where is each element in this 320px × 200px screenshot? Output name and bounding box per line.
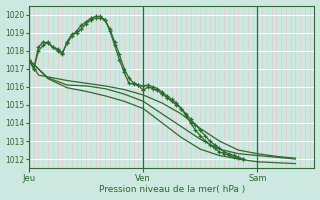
X-axis label: Pression niveau de la mer( hPa ): Pression niveau de la mer( hPa ) [99, 185, 245, 194]
